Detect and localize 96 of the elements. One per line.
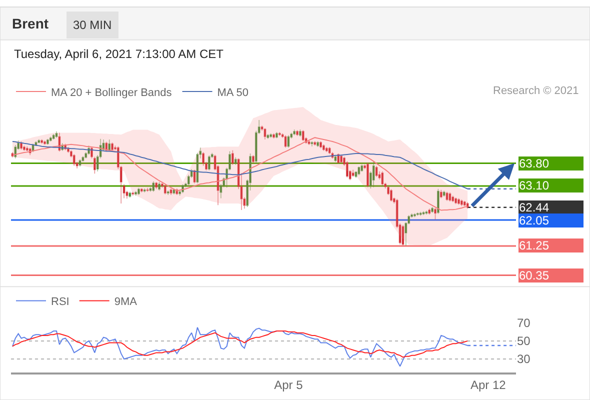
candlestick xyxy=(67,146,70,154)
text: Tuesday, April 6, 2021 7:13:00 AM CET xyxy=(14,47,224,61)
candlestick xyxy=(52,134,55,140)
candlestick xyxy=(158,182,160,191)
candlestick xyxy=(55,131,58,138)
candlestick xyxy=(111,142,114,152)
candlestick xyxy=(287,134,290,148)
ref-line-label: 63.80 xyxy=(519,156,550,170)
candlestick xyxy=(302,130,304,142)
candlestick xyxy=(316,140,320,148)
candlestick xyxy=(49,136,52,142)
candlestick xyxy=(440,189,442,199)
candlestick xyxy=(372,160,375,188)
candlestick xyxy=(431,206,434,214)
candlestick xyxy=(337,153,340,164)
candlestick xyxy=(234,156,237,166)
ref-line-label: 63.10 xyxy=(519,178,550,192)
candlestick xyxy=(334,155,337,162)
candlestick xyxy=(325,146,328,153)
candlestick xyxy=(296,130,298,136)
candlestick xyxy=(14,144,17,159)
candlestick xyxy=(460,199,463,206)
candlestick xyxy=(143,188,146,193)
candlestick xyxy=(314,140,316,146)
candlestick xyxy=(128,191,132,198)
candlestick xyxy=(375,165,378,178)
candlestick xyxy=(320,140,322,149)
candlestick xyxy=(266,134,270,140)
candlestick xyxy=(108,139,111,152)
legend-label: MA 50 xyxy=(217,86,248,99)
legend-label: RSI xyxy=(51,296,70,308)
legend-label: 9MA xyxy=(114,296,138,308)
candlestick xyxy=(170,188,172,196)
candlestick xyxy=(208,155,210,171)
x-tick-label: Apr 5 xyxy=(274,378,304,392)
candlestick xyxy=(202,152,205,166)
candlestick xyxy=(366,162,369,188)
candlestick xyxy=(310,140,314,147)
candlestick xyxy=(466,202,469,210)
candlestick xyxy=(413,212,416,218)
candlestick xyxy=(275,132,278,139)
line-series xyxy=(12,330,468,358)
candlestick xyxy=(452,195,454,203)
y-tick-label: 50 xyxy=(517,334,531,348)
candlestick xyxy=(436,188,440,214)
candlestick xyxy=(272,132,275,139)
candlestick xyxy=(458,198,460,206)
candlestick xyxy=(293,129,296,136)
ref-line-label: 62.05 xyxy=(519,214,550,228)
candlestick xyxy=(402,224,404,246)
candlestick xyxy=(22,145,26,152)
text: 30 MIN xyxy=(73,18,112,32)
candlestick xyxy=(155,182,158,190)
candlestick xyxy=(454,197,458,205)
candlestick xyxy=(166,190,170,196)
candlestick xyxy=(346,160,348,178)
ref-line-label: 60.35 xyxy=(519,268,550,282)
candlestick xyxy=(138,187,140,196)
candlestick xyxy=(419,212,422,216)
candlestick xyxy=(352,169,354,178)
candlestick xyxy=(26,146,28,152)
y-tick-label: 30 xyxy=(517,352,531,366)
ref-line-label: 61.25 xyxy=(519,238,550,252)
candlestick xyxy=(340,154,343,164)
candlestick xyxy=(442,190,446,198)
candlestick xyxy=(40,138,44,144)
candlestick xyxy=(360,164,364,172)
candlestick xyxy=(428,208,431,215)
candlestick xyxy=(152,180,155,192)
candlestick xyxy=(422,210,425,216)
candlestick xyxy=(46,138,49,146)
candlestick xyxy=(164,184,166,195)
chart-title: Brent xyxy=(12,16,49,32)
candlestick xyxy=(390,188,392,202)
y-tick-label: 70 xyxy=(517,316,531,330)
candlestick xyxy=(172,188,176,195)
ref-line-label: 62.44 xyxy=(519,200,550,214)
candlestick xyxy=(134,190,137,196)
legend-label: MA 20 + Bollinger Bands xyxy=(51,86,172,99)
candlestick xyxy=(463,200,466,206)
candlestick xyxy=(298,129,302,137)
candlestick xyxy=(358,166,360,176)
candlestick xyxy=(231,150,234,166)
candlestick xyxy=(252,154,254,164)
candlestick xyxy=(381,170,384,186)
candlestick xyxy=(270,132,272,138)
candlestick xyxy=(264,128,266,140)
annotation: Research © 2021 xyxy=(493,85,579,97)
x-tick-label: Apr 12 xyxy=(470,378,506,392)
candlestick xyxy=(38,138,40,144)
candlestick xyxy=(328,146,331,155)
candlestick xyxy=(425,210,428,215)
candlestick xyxy=(72,154,76,166)
candlestick xyxy=(434,208,436,220)
candlestick xyxy=(322,144,325,152)
candlestick xyxy=(448,192,452,202)
